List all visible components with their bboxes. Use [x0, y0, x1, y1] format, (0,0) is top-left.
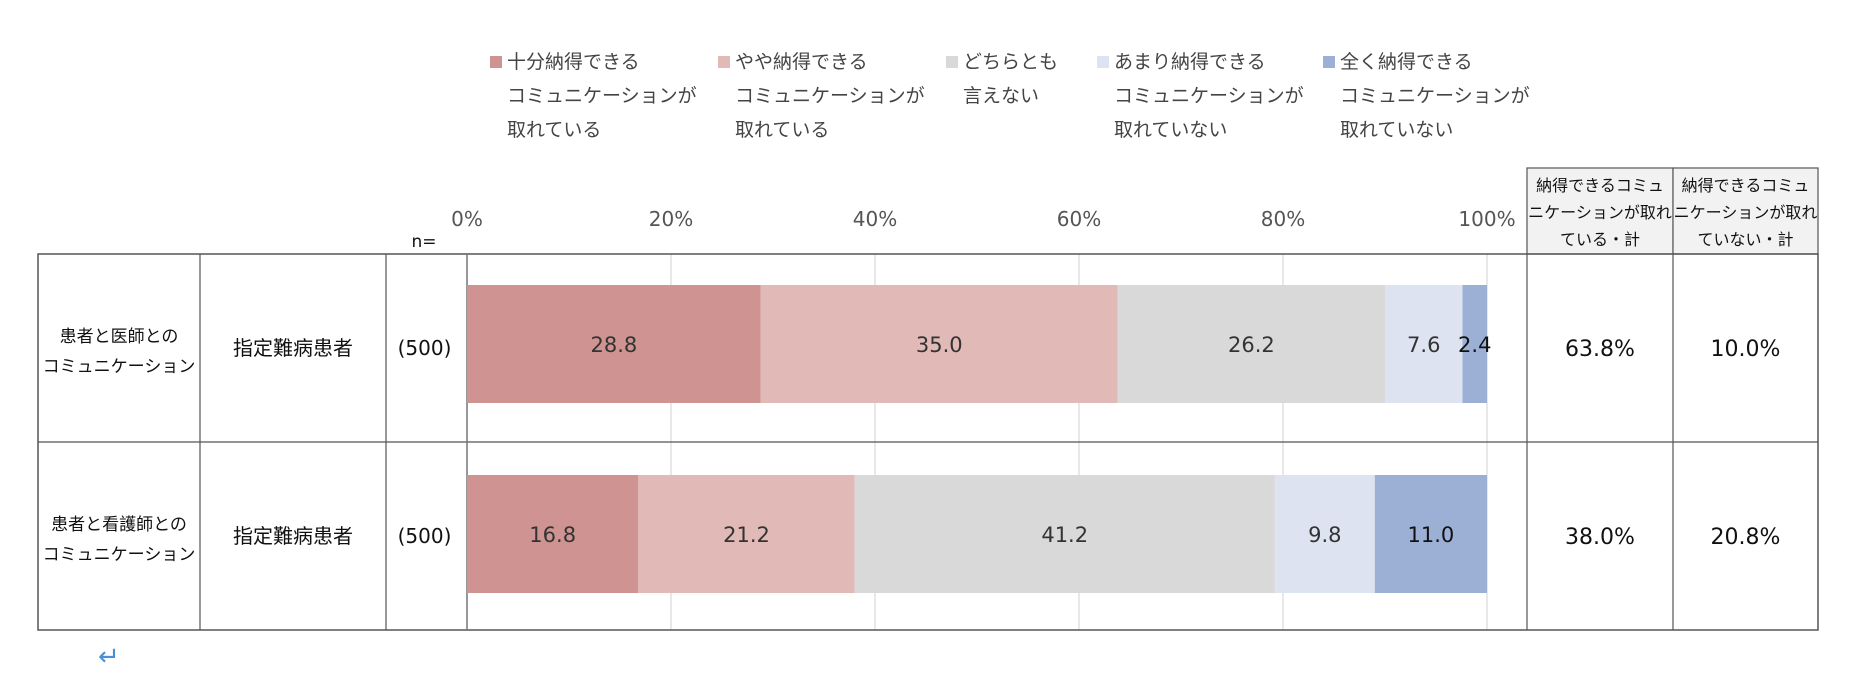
bar-segment	[467, 285, 761, 403]
group-label: 指定難病患者	[233, 524, 353, 548]
bar-segment	[1374, 475, 1487, 593]
data-label: 7.6	[1407, 333, 1440, 357]
legend-label: 十分納得できるコミュニケーションが取れている	[507, 51, 697, 141]
bar-segment	[1462, 285, 1487, 403]
category-label: 患者と医師とのコミュニケーション	[43, 327, 196, 377]
data-label: 35.0	[916, 333, 963, 357]
summary-header: 納得できるコミュニケーションが取れている・計納得できるコミュニケーションが取れて…	[1526, 167, 1819, 255]
bar-segment	[638, 475, 855, 593]
x-tick-label: 0%	[451, 207, 483, 231]
summary-header-label: 納得できるコミュニケーションが取れている・計	[1528, 176, 1672, 249]
data-label: 21.2	[723, 523, 770, 547]
data-label: 26.2	[1228, 333, 1275, 357]
sum-yes-value: 63.8%	[1565, 337, 1635, 362]
legend-swatch	[1097, 56, 1109, 68]
summary-header-label: 納得できるコミュニケーションが取れていない・計	[1674, 176, 1818, 249]
data-label: 28.8	[590, 333, 637, 357]
group-label: 指定難病患者	[233, 336, 353, 360]
bar-segment	[467, 475, 639, 593]
data-label: 9.8	[1308, 523, 1341, 547]
legend-label: どちらとも言えない	[963, 51, 1058, 107]
bar-segment	[1385, 285, 1463, 403]
n-label: n=	[411, 232, 436, 252]
bar-segment	[1274, 475, 1375, 593]
legend-swatch	[490, 56, 502, 68]
x-tick-label: 100%	[1458, 207, 1515, 231]
legend-swatch	[1323, 56, 1335, 68]
category-label: 患者と看護師とのコミュニケーション	[43, 515, 196, 565]
bar-segment	[854, 475, 1275, 593]
legend-label: やや納得できるコミュニケーションが取れている	[735, 51, 925, 141]
data-label: 11.0	[1408, 523, 1455, 547]
bar-segment	[1117, 285, 1385, 403]
legend-swatch	[718, 56, 730, 68]
n-value: (500)	[398, 336, 452, 360]
bar-segment	[760, 285, 1118, 403]
sum-no-value: 20.8%	[1711, 525, 1781, 550]
data-label: 2.4	[1458, 333, 1491, 357]
x-tick-label: 40%	[853, 207, 897, 231]
bars: 28.8 35.0 26.2 7.6 2.4 16.8 21.2 41.2 9.8 11.0	[467, 285, 1491, 593]
x-tick-label: 60%	[1057, 207, 1101, 231]
data-label: 16.8	[529, 523, 576, 547]
legend-swatch	[946, 56, 958, 68]
legend: 十分納得できるコミュニケーションが取れているやや納得できるコミュニケーションが取…	[490, 51, 1530, 141]
return-mark: ↵	[98, 642, 120, 672]
n-value: (500)	[398, 524, 452, 548]
data-label: 41.2	[1041, 523, 1088, 547]
summary-header-cell	[1526, 167, 1674, 255]
sum-no-value: 10.0%	[1711, 337, 1781, 362]
sum-yes-value: 38.0%	[1565, 525, 1635, 550]
x-tick-label: 80%	[1261, 207, 1305, 231]
x-tick-label: 20%	[649, 207, 693, 231]
legend-label: あまり納得できるコミュニケーションが取れていない	[1114, 51, 1304, 141]
legend-label: 全く納得できるコミュニケーションが取れていない	[1340, 51, 1530, 141]
